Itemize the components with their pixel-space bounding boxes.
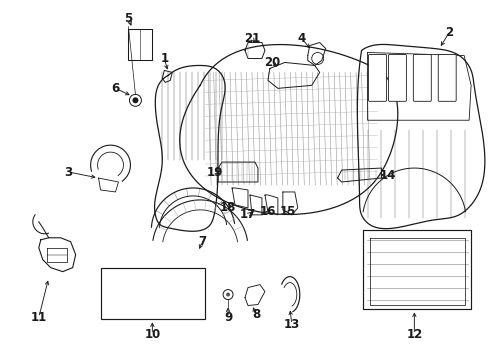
- Text: 12: 12: [406, 328, 422, 341]
- Text: 15: 15: [279, 205, 295, 219]
- FancyBboxPatch shape: [368, 54, 386, 101]
- Circle shape: [225, 293, 229, 297]
- Text: 10: 10: [144, 328, 160, 341]
- Text: 21: 21: [244, 32, 260, 45]
- Text: 11: 11: [31, 311, 47, 324]
- Text: 2: 2: [444, 26, 452, 39]
- Bar: [101, 268, 205, 319]
- Text: 3: 3: [64, 166, 73, 179]
- Circle shape: [132, 97, 138, 103]
- FancyBboxPatch shape: [412, 54, 430, 101]
- Text: 16: 16: [259, 205, 276, 219]
- Text: 9: 9: [224, 311, 232, 324]
- Text: 13: 13: [283, 318, 299, 331]
- Text: 4: 4: [297, 32, 305, 45]
- Text: 1: 1: [160, 52, 168, 65]
- Text: 20: 20: [263, 56, 280, 69]
- Text: 8: 8: [251, 308, 260, 321]
- Text: 5: 5: [124, 12, 132, 25]
- Text: 19: 19: [206, 166, 223, 179]
- FancyBboxPatch shape: [437, 54, 455, 101]
- Text: 17: 17: [240, 208, 256, 221]
- Text: 7: 7: [198, 235, 206, 248]
- FancyBboxPatch shape: [387, 54, 406, 101]
- Text: 6: 6: [111, 82, 120, 95]
- Text: 14: 14: [379, 168, 395, 181]
- Text: 18: 18: [220, 201, 236, 215]
